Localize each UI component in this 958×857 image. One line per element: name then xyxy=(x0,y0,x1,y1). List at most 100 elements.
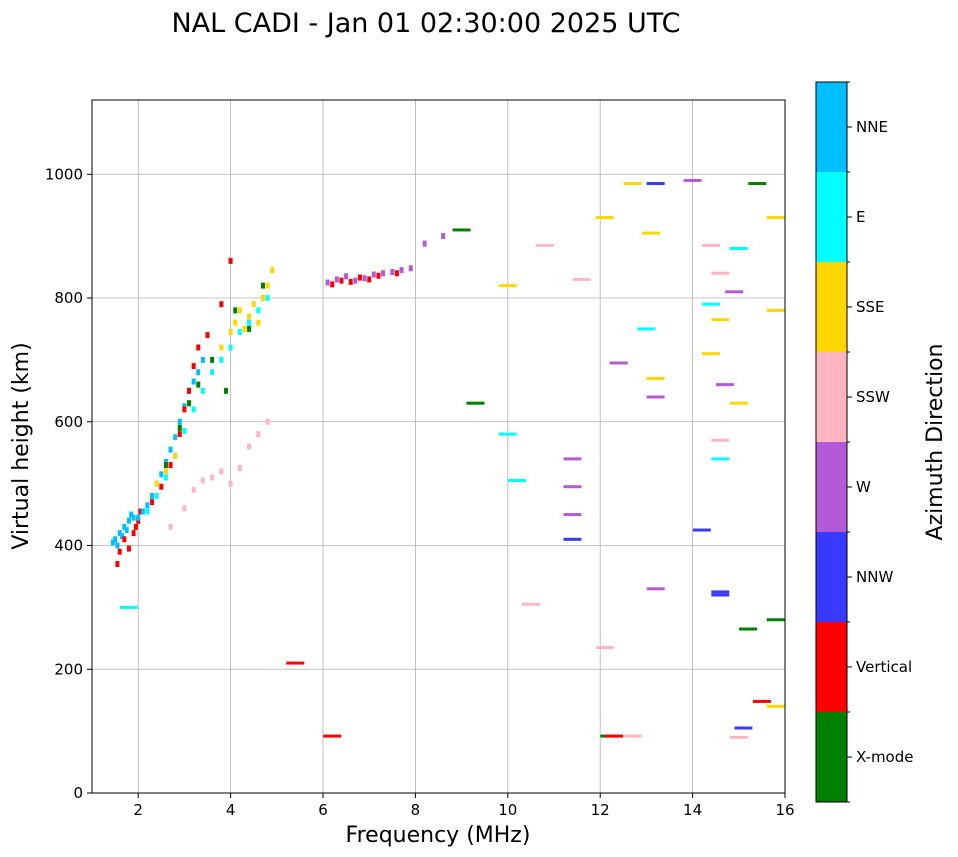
data-point-sse xyxy=(219,344,224,351)
colorbar-tick-label: Vertical xyxy=(856,658,912,676)
grid xyxy=(92,100,786,794)
chart-title: NAL CADI - Jan 01 02:30:00 2025 UTC xyxy=(171,8,680,39)
data-point-vertical xyxy=(196,344,201,351)
data-point-w xyxy=(715,383,734,387)
data-point-e xyxy=(219,356,224,363)
data-point-sse xyxy=(247,313,252,320)
data-point-nnw xyxy=(692,528,711,532)
data-point-vertical xyxy=(228,257,233,264)
data-point-nne xyxy=(173,434,178,441)
data-point-sse xyxy=(498,284,517,288)
data-point-sse xyxy=(646,376,665,380)
data-point-e xyxy=(508,479,527,483)
data-point-sse xyxy=(642,231,661,235)
data-point-x-mode xyxy=(223,387,228,394)
colorbar-segment xyxy=(816,712,847,802)
colorbar: X-mode Vertical NNW W SSW SSE E NNE xyxy=(815,81,913,803)
data-point-w xyxy=(325,279,330,286)
data-point-sse xyxy=(228,329,233,336)
data-point-w xyxy=(725,290,744,294)
data-point-nne xyxy=(196,369,201,376)
x-axis-label: Frequency (MHz) xyxy=(346,823,531,848)
data-point-e xyxy=(163,474,168,481)
data-point-sse xyxy=(766,216,785,220)
data-point-sse xyxy=(242,325,247,332)
data-point-sse xyxy=(154,480,159,487)
data-point-x-mode xyxy=(187,400,192,407)
y-tick-label: 800 xyxy=(54,289,83,307)
data-point-w xyxy=(563,513,582,517)
data-point-e xyxy=(637,327,656,331)
data-point-x-mode xyxy=(452,228,471,232)
data-point-nne xyxy=(191,378,196,385)
colorbar-tick-label: SSE xyxy=(856,298,885,316)
data-point-e xyxy=(247,319,252,326)
data-point-nne xyxy=(113,536,118,543)
data-point-sse xyxy=(251,301,256,308)
data-point-nnw xyxy=(711,593,730,597)
data-point-ssw xyxy=(228,480,233,487)
data-point-w xyxy=(381,270,386,277)
data-point-e xyxy=(711,457,730,461)
data-point-ssw xyxy=(711,438,730,442)
data-point-w xyxy=(683,178,702,182)
colorbar-segment xyxy=(816,622,847,712)
data-point-ssw xyxy=(729,735,748,739)
colorbar-segment xyxy=(816,442,847,532)
data-point-w xyxy=(609,361,628,365)
data-point-ssw xyxy=(168,523,173,530)
data-point-vertical xyxy=(330,281,335,288)
data-point-e xyxy=(210,369,215,376)
data-point-vertical xyxy=(133,523,138,530)
colorbar-segment xyxy=(816,172,847,262)
data-point-vertical xyxy=(150,499,155,506)
data-point-ssw xyxy=(595,646,614,650)
data-point-ssw xyxy=(623,734,642,738)
data-point-nne xyxy=(115,542,120,549)
data-point-ssw xyxy=(182,505,187,512)
colorbar-tick-label: NNE xyxy=(856,118,888,136)
colorbar-segment xyxy=(816,82,847,172)
x-ticks: 2 4 6 8 10 12 14 16 xyxy=(133,793,795,819)
data-point-vertical xyxy=(286,661,305,665)
data-point-nne xyxy=(110,539,115,546)
data-point-w xyxy=(408,265,413,272)
x-tick-label: 2 xyxy=(133,801,143,819)
data-point-vertical xyxy=(357,274,362,281)
data-point-vertical xyxy=(752,699,771,703)
y-tick-label: 200 xyxy=(54,660,83,678)
data-point-x-mode xyxy=(163,462,168,469)
data-point-e xyxy=(182,428,187,435)
data-point-ssw xyxy=(572,277,591,281)
data-point-sse xyxy=(766,704,785,708)
x-tick-label: 10 xyxy=(498,801,517,819)
data-point-ssw xyxy=(200,477,205,484)
data-point-vertical xyxy=(117,548,122,555)
data-point-w xyxy=(344,273,349,280)
data-point-ssw xyxy=(237,465,242,472)
data-point-x-mode xyxy=(260,282,265,289)
data-point-e xyxy=(237,329,242,336)
x-tick-label: 12 xyxy=(591,801,610,819)
y-tick-label: 400 xyxy=(54,537,83,555)
data-point-e xyxy=(702,302,721,306)
data-point-e xyxy=(145,508,150,515)
data-point-nne xyxy=(122,523,127,530)
data-point-ssw xyxy=(256,431,261,438)
data-point-w xyxy=(334,276,339,283)
data-point-nne xyxy=(131,514,136,521)
data-point-nne xyxy=(129,511,134,518)
data-point-vertical xyxy=(187,387,192,394)
data-point-vertical xyxy=(138,508,143,515)
data-point-vertical xyxy=(205,332,210,339)
data-point-sse xyxy=(729,401,748,405)
data-point-sse xyxy=(260,295,265,301)
data-point-e xyxy=(265,295,270,301)
colorbar-tick-label: NNW xyxy=(856,568,893,586)
data-point-e xyxy=(228,344,233,351)
data-point-vertical xyxy=(115,561,120,568)
data-point-w xyxy=(646,395,665,399)
x-tick-label: 6 xyxy=(318,801,328,819)
data-point-vertical xyxy=(323,734,342,738)
